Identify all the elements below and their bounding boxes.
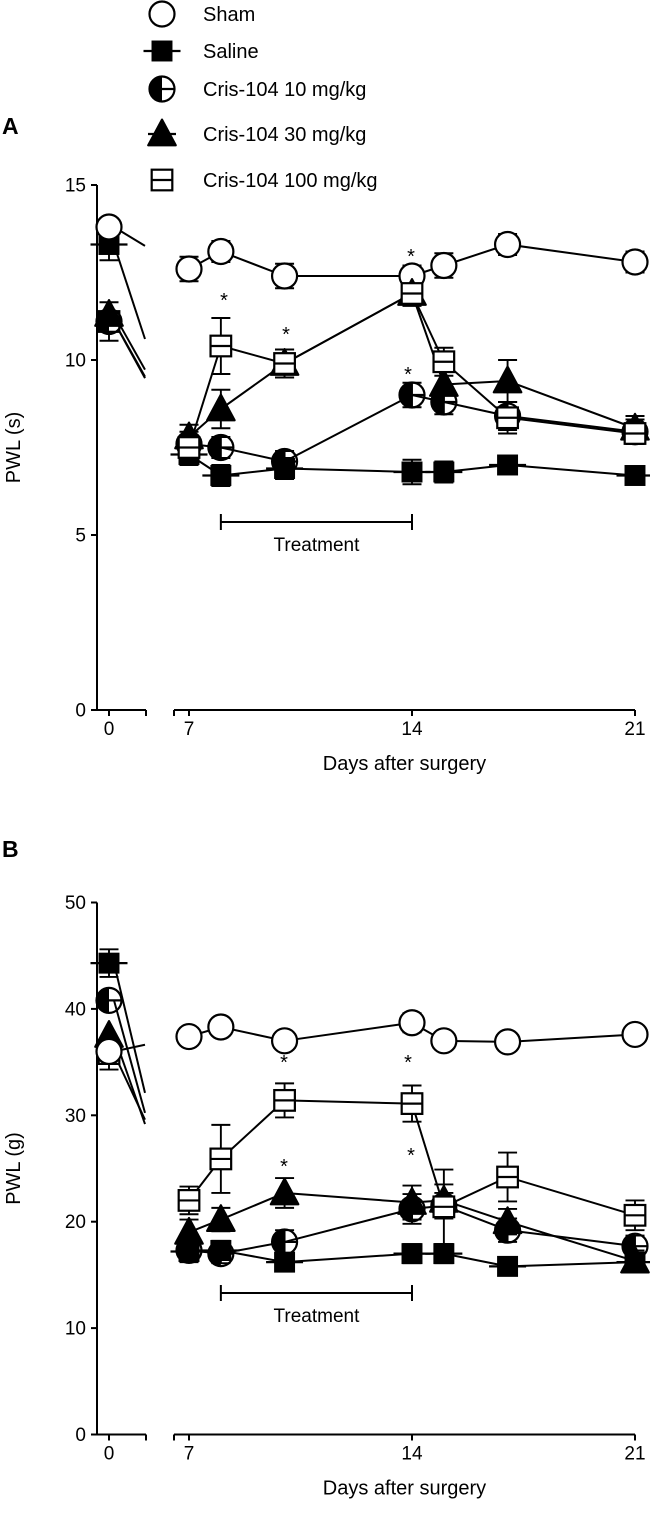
- svg-text:*: *: [282, 324, 290, 346]
- svg-text:0: 0: [104, 1444, 115, 1465]
- svg-text:PWL (g): PWL (g): [3, 1132, 25, 1205]
- svg-text:Cris-104 100 mg/kg: Cris-104 100 mg/kg: [203, 170, 378, 192]
- svg-text:0: 0: [104, 719, 115, 740]
- svg-text:7: 7: [184, 719, 195, 740]
- svg-text:A: A: [2, 113, 19, 139]
- svg-text:Days after surgery: Days after surgery: [323, 753, 486, 775]
- svg-text:5: 5: [75, 526, 86, 547]
- svg-text:B: B: [2, 836, 19, 862]
- svg-text:Days after surgery: Days after surgery: [323, 1478, 486, 1500]
- svg-text:Cris-104 30 mg/kg: Cris-104 30 mg/kg: [203, 124, 366, 146]
- svg-text:*: *: [407, 1145, 415, 1167]
- svg-text:Cris-104 10 mg/kg: Cris-104 10 mg/kg: [203, 79, 366, 101]
- svg-text:7: 7: [184, 1444, 195, 1465]
- svg-text:40: 40: [65, 999, 86, 1020]
- svg-text:*: *: [280, 1156, 288, 1178]
- svg-text:21: 21: [624, 1444, 645, 1465]
- svg-text:*: *: [407, 246, 415, 268]
- svg-text:Sham: Sham: [203, 4, 255, 26]
- svg-text:*: *: [280, 1052, 288, 1074]
- svg-text:*: *: [220, 290, 228, 312]
- svg-text:*: *: [404, 1052, 412, 1074]
- svg-text:15: 15: [65, 176, 86, 197]
- svg-text:0: 0: [75, 701, 86, 722]
- svg-text:PWL (s): PWL (s): [3, 412, 25, 483]
- svg-text:30: 30: [65, 1106, 86, 1127]
- svg-text:*: *: [404, 364, 412, 386]
- svg-text:10: 10: [65, 1319, 86, 1340]
- svg-text:10: 10: [65, 351, 86, 372]
- svg-text:Treatment: Treatment: [273, 535, 360, 556]
- svg-text:14: 14: [401, 719, 423, 740]
- svg-text:50: 50: [65, 893, 86, 914]
- svg-text:0: 0: [75, 1425, 86, 1446]
- svg-text:20: 20: [65, 1212, 86, 1233]
- svg-text:Treatment: Treatment: [273, 1306, 360, 1327]
- svg-text:21: 21: [624, 719, 645, 740]
- svg-text:Saline: Saline: [203, 41, 259, 63]
- svg-text:14: 14: [401, 1444, 423, 1465]
